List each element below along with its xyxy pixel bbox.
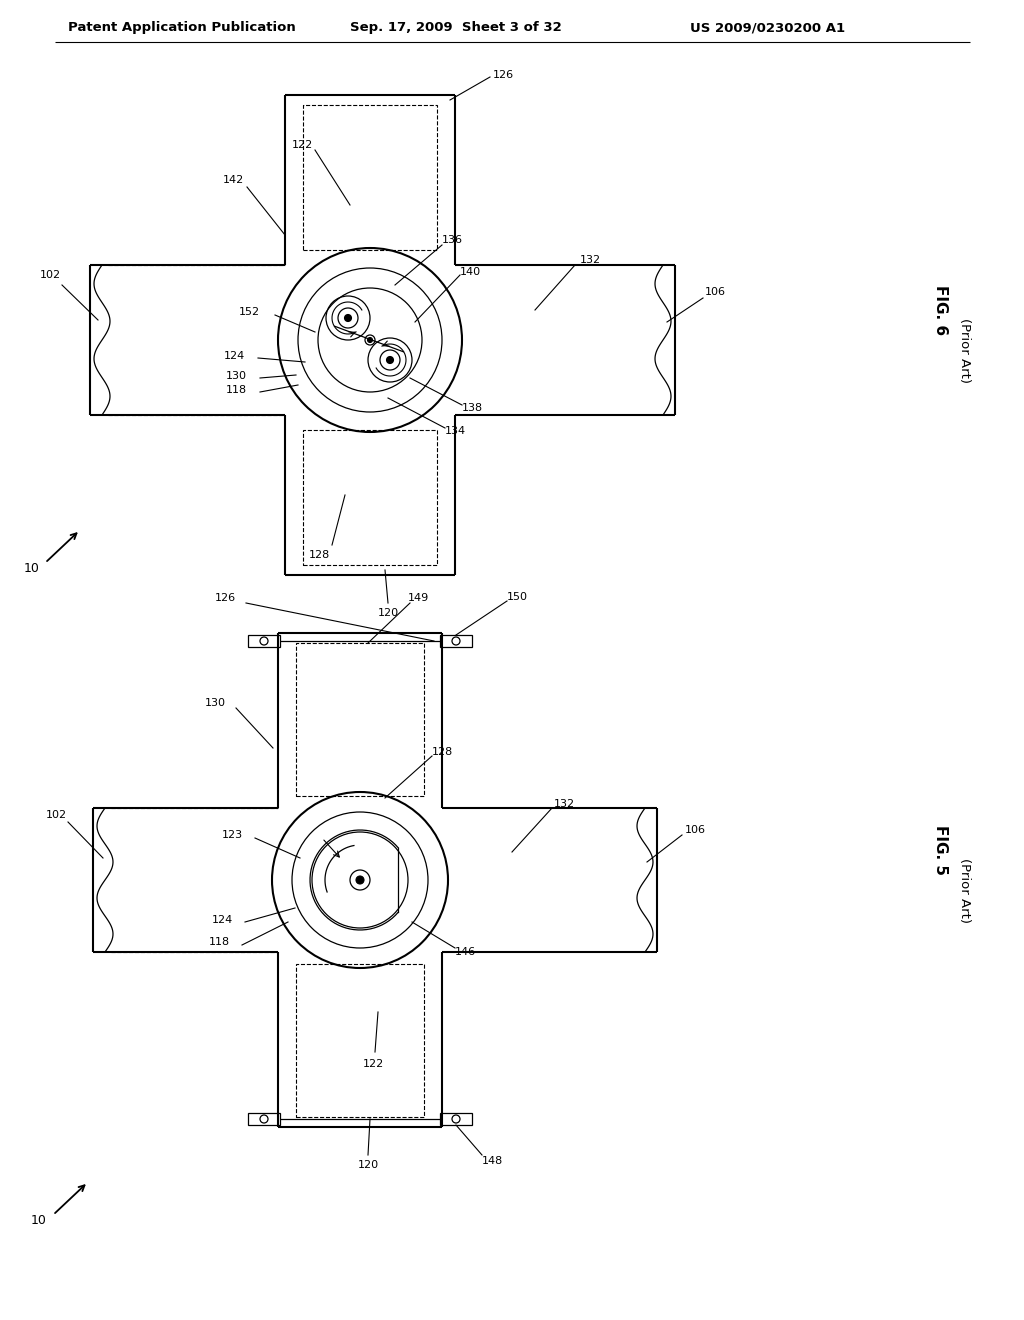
Text: 10: 10 [25,561,40,574]
Text: 150: 150 [507,591,527,602]
Bar [296,643,424,796]
Text: 124: 124 [212,915,233,925]
Bar [248,1113,280,1125]
Text: 138: 138 [462,403,482,413]
Text: US 2009/0230200 A1: US 2009/0230200 A1 [690,21,845,34]
Text: 102: 102 [40,271,60,280]
Text: 140: 140 [460,267,480,277]
Text: 149: 149 [408,593,429,603]
Text: 126: 126 [215,593,236,603]
Text: 152: 152 [239,308,260,317]
Text: 130: 130 [205,698,226,708]
Text: 132: 132 [580,255,600,265]
Text: 102: 102 [45,810,67,820]
Text: 142: 142 [222,176,244,185]
Bar [440,1113,472,1125]
Bar [303,106,437,249]
Bar [296,964,424,1117]
Circle shape [344,314,351,322]
Bar [248,635,280,647]
Text: FIG. 6: FIG. 6 [933,285,947,335]
Text: 120: 120 [357,1160,379,1170]
Text: FIG. 5: FIG. 5 [933,825,947,875]
Text: 123: 123 [222,830,243,840]
Text: 134: 134 [444,426,466,436]
Text: 10: 10 [31,1213,47,1226]
Text: 122: 122 [362,1059,384,1069]
Text: Sep. 17, 2009  Sheet 3 of 32: Sep. 17, 2009 Sheet 3 of 32 [350,21,562,34]
Text: (Prior Art): (Prior Art) [958,858,972,923]
Text: 128: 128 [431,747,453,756]
Text: 118: 118 [226,385,247,395]
Text: 122: 122 [292,140,312,150]
Text: 130: 130 [226,371,247,381]
Text: 126: 126 [493,70,514,81]
Text: 124: 124 [224,351,245,360]
Circle shape [365,335,375,345]
Text: 146: 146 [455,946,475,957]
Circle shape [386,356,393,363]
Text: 136: 136 [441,235,463,246]
Text: (Prior Art): (Prior Art) [958,318,972,383]
Text: 148: 148 [481,1156,503,1166]
Text: 128: 128 [309,550,330,560]
Text: 118: 118 [209,937,230,946]
Bar [440,635,472,647]
Text: 106: 106 [684,825,706,836]
Text: 132: 132 [553,799,574,809]
Text: 106: 106 [705,286,725,297]
Bar [303,430,437,565]
Text: 120: 120 [378,609,398,618]
Text: Patent Application Publication: Patent Application Publication [68,21,296,34]
Circle shape [356,876,364,884]
Circle shape [368,338,373,342]
